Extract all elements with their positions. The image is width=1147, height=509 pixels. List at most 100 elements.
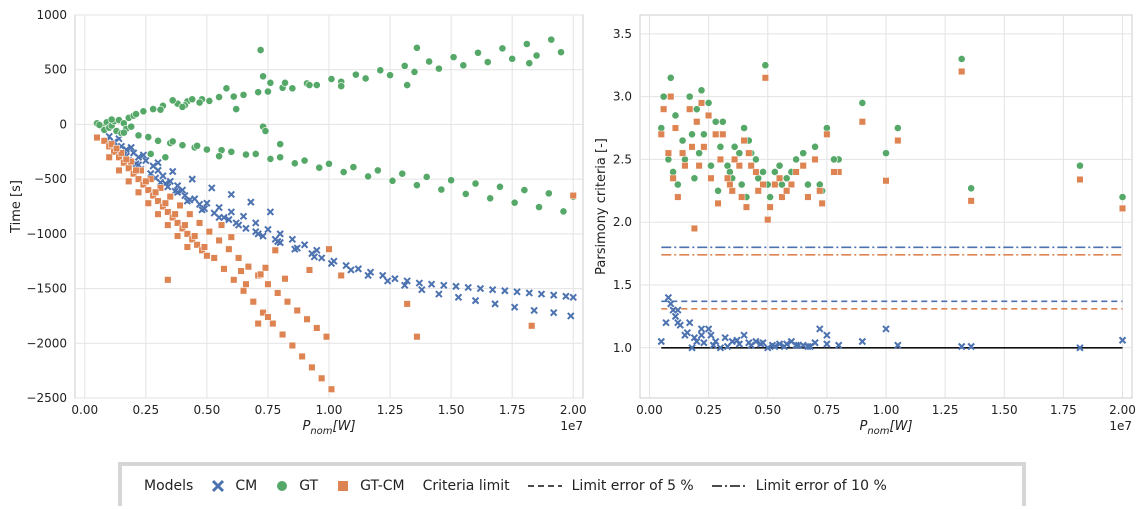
data-point-cm (178, 186, 187, 194)
data-point-gt-cm (705, 111, 713, 120)
data-point-gt-cm (164, 208, 172, 216)
y-tick-label: −2500 (26, 391, 67, 405)
data-point-cm (313, 246, 321, 254)
data-point-gt-cm (657, 130, 665, 138)
data-point-gt-cm (242, 280, 250, 288)
data-point-gt (256, 46, 265, 54)
data-point-cm (671, 312, 680, 321)
data-point-gt-cm (264, 280, 272, 288)
data-point-gt (547, 35, 556, 44)
data-point-cm (685, 318, 694, 327)
data-point-gt-cm (288, 341, 296, 350)
data-point-gt (471, 179, 480, 188)
data-point-gt (685, 92, 694, 101)
data-point-gt (725, 168, 734, 176)
data-point-gt (251, 150, 260, 158)
data-point-cm (186, 196, 194, 204)
data-point-cm (435, 290, 443, 298)
x-offset-label: 1e7 (560, 419, 583, 433)
data-point-gt-cm (674, 193, 682, 201)
series-gt-cm (93, 134, 577, 393)
data-point-gt (134, 131, 143, 140)
data-point-gt-cm (154, 210, 162, 218)
data-point-cm (227, 208, 236, 216)
data-point-gt-cm (161, 199, 169, 207)
data-point-gt (168, 96, 177, 105)
data-point-gt-cm (719, 130, 727, 138)
data-point-gt (435, 64, 443, 73)
data-point-gt-cm (823, 130, 831, 138)
legend-criteria-title: Criteria limit (423, 478, 510, 494)
data-point-gt-cm (235, 254, 243, 262)
data-point-gt-cm (217, 221, 226, 229)
data-point-gt-cm (156, 184, 165, 192)
data-point-cm (662, 318, 670, 327)
data-point-gt (373, 166, 382, 175)
data-point-gt (149, 105, 158, 114)
data-point-gt-cm (735, 162, 743, 170)
chart-panel-2: 0.00 0.25 0.50 0.75 1.00 1.25 1.50 1.75 2.00 1.0 1… (594, 14, 1136, 437)
data-point-cm (690, 334, 699, 342)
data-point-gt (474, 48, 482, 57)
data-point-cm (159, 172, 167, 180)
data-point-gt-cm (298, 352, 306, 360)
data-point-cm (203, 199, 211, 207)
data-point-gt-cm (766, 203, 774, 211)
data-point-cm (537, 290, 546, 298)
data-point-gt (276, 140, 285, 149)
data-point-cm (664, 293, 673, 302)
y-tick-label: −1000 (26, 227, 67, 241)
data-point-gt (388, 176, 397, 185)
data-point-gt-cm (230, 276, 238, 284)
data-point-gt (229, 92, 238, 101)
legend-item-limit10: Limit error of 10 % (711, 478, 887, 494)
data-point-gt-cm (830, 168, 838, 176)
data-point-gt (770, 168, 779, 176)
data-point-gt (119, 128, 128, 137)
legend-item-cm: CM (211, 478, 257, 494)
x-tick-label: 2.00 (1109, 403, 1136, 417)
data-point-gt (699, 130, 708, 139)
data-point-cm (688, 344, 696, 352)
data-point-gt (704, 99, 713, 107)
data-point-cm (252, 219, 260, 227)
data-point-gt (711, 117, 720, 126)
data-point-gt (557, 48, 565, 57)
y-axis-label: Time [s] (9, 180, 24, 234)
data-point-gt-cm (203, 252, 211, 260)
data-point-cm (134, 153, 143, 161)
data-point-gt-cm (403, 300, 411, 308)
data-point-gt (707, 161, 715, 170)
data-point-cm (239, 212, 248, 221)
data-point-cm (139, 151, 148, 159)
data-point-gt (398, 169, 407, 178)
data-point-gt (403, 81, 412, 89)
data-point-gt (778, 180, 786, 189)
data-point-gt (351, 70, 360, 79)
data-point-gt-cm (667, 93, 675, 101)
data-point-gt-cm (283, 298, 292, 306)
data-point-gt-cm (174, 232, 182, 240)
data-point-cm (723, 342, 732, 351)
data-point-gt-cm (303, 315, 311, 323)
data-point-cm (168, 167, 177, 176)
data-point-gt (154, 136, 162, 145)
legend-label-gtcm: GT-CM (360, 478, 405, 494)
data-point-gt-cm (108, 140, 116, 148)
gtcm-marker-icon (338, 481, 349, 491)
data-point-cm (427, 280, 436, 288)
data-point-gt (288, 84, 297, 93)
data-point-gt (339, 168, 348, 176)
data-point-gt-cm (215, 236, 223, 244)
data-point-gt (349, 163, 358, 172)
data-point-cm (403, 277, 411, 285)
data-point-gt (893, 124, 902, 132)
data-point-gt-cm (323, 333, 331, 341)
data-point-gt (671, 111, 680, 120)
data-point-gt-cm (1118, 204, 1127, 212)
data-point-gt-cm (771, 180, 779, 189)
data-point-cm (894, 341, 902, 349)
data-point-gt-cm (669, 174, 677, 182)
data-point-gt (657, 124, 666, 132)
data-point-gt-cm (787, 180, 795, 189)
